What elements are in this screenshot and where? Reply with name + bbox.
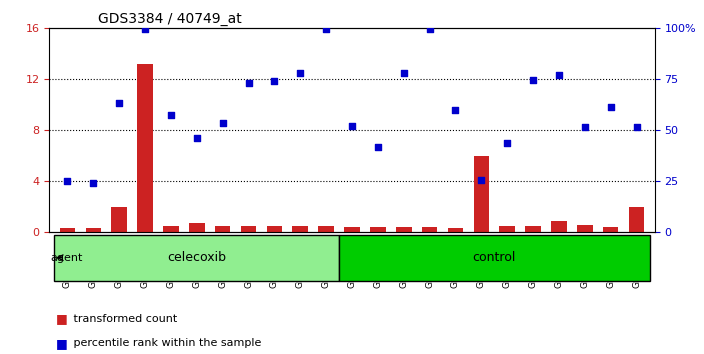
FancyBboxPatch shape [54,235,339,281]
Bar [318,226,334,232]
Bar [448,228,463,232]
Bar [474,156,489,232]
Bar [163,226,179,232]
Point [320,27,332,32]
Bar [629,207,644,232]
Point [450,108,461,113]
Bar [344,227,360,232]
FancyBboxPatch shape [339,235,650,281]
Point [269,78,280,84]
Point [294,70,306,75]
Bar [422,227,437,232]
Bar [292,226,308,232]
Bar [603,227,619,232]
Bar [85,228,101,232]
Point [372,144,384,150]
Text: celecoxib: celecoxib [168,251,226,264]
Point [553,72,565,78]
Text: control: control [472,251,516,264]
Text: GDS3384 / 40749_at: GDS3384 / 40749_at [98,12,241,26]
Point [502,140,513,146]
Bar [396,227,412,232]
Text: percentile rank within the sample: percentile rank within the sample [70,338,262,348]
Bar [60,228,75,232]
Point [243,80,254,86]
Point [631,124,642,130]
Point [424,27,435,32]
Bar [111,207,127,232]
Text: ■: ■ [56,312,68,325]
Point [113,100,125,105]
Point [191,135,202,141]
Point [527,78,539,83]
Point [346,124,358,129]
Point [605,104,617,110]
Bar [241,226,256,232]
Text: agent: agent [51,253,83,263]
Bar [370,227,386,232]
Bar [189,223,205,232]
Point [87,181,99,186]
Point [165,113,177,118]
Bar [215,226,230,232]
Text: ■: ■ [56,337,68,350]
Point [398,70,410,75]
Bar [267,226,282,232]
Point [139,27,151,32]
Bar [525,226,541,232]
Bar [499,226,515,232]
Bar [551,221,567,232]
Point [476,177,487,183]
Bar [577,224,593,232]
Point [62,178,73,184]
Point [579,124,591,130]
Text: transformed count: transformed count [70,314,177,324]
Point [217,120,228,126]
Bar [137,64,153,232]
